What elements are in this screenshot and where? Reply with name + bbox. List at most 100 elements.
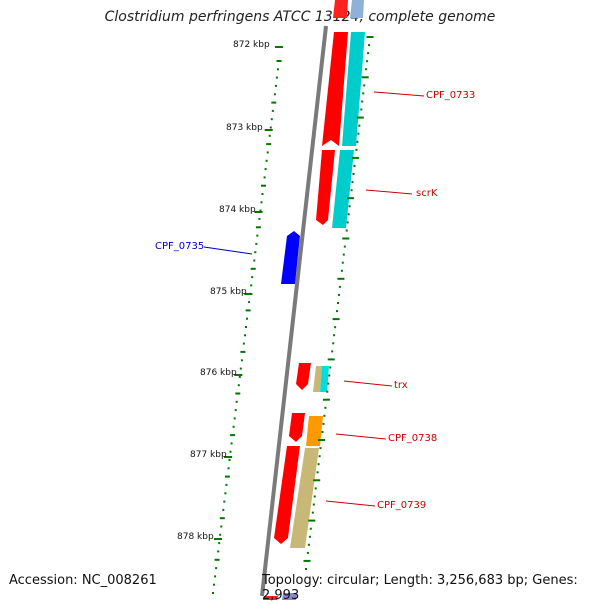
gc-skew-dot	[273, 93, 276, 96]
gc-skew-dot	[217, 550, 220, 553]
cds-feature-bottom-2	[282, 593, 297, 600]
gc-skew-dot	[314, 487, 317, 490]
gene-label-scrk[interactable]: scrK	[416, 188, 438, 199]
cog-cpf-0733	[342, 32, 365, 146]
gc-skew-dot	[362, 92, 365, 95]
gc-skew-dot	[308, 535, 311, 538]
cds-cpf-0739	[274, 446, 300, 544]
gc-skew-dot	[324, 406, 327, 409]
gc-skew-dot	[352, 173, 355, 175]
cds-cpf-0738	[289, 413, 305, 442]
gc-skew-dot	[322, 422, 325, 425]
gc-skew-dot	[238, 375, 241, 378]
gc-skew-dot	[312, 503, 315, 506]
cds-feature-bottom-1	[263, 596, 278, 600]
gc-skew-dot	[240, 359, 243, 362]
gc-skew-dot	[239, 367, 242, 370]
gc-skew-dot	[230, 434, 236, 437]
gc-skew-dot	[352, 156, 359, 159]
gc-skew-dot	[305, 568, 307, 570]
gc-skew-dot	[318, 455, 321, 458]
gene-label-cpf-0738[interactable]: CPF_0738	[388, 433, 438, 444]
gc-skew-dot	[274, 84, 277, 87]
gc-skew-dot	[222, 508, 225, 511]
gc-skew-dot	[215, 567, 218, 570]
gc-skew-dot	[345, 229, 348, 232]
gc-skew-dot	[228, 459, 231, 461]
accession-text: Accession: NC_008261	[9, 573, 157, 588]
kbp-label-873: 873 kbp	[226, 123, 263, 133]
gc-skew-dot	[220, 525, 223, 528]
gc-skew-dot	[350, 189, 353, 192]
gc-skew-dot	[245, 326, 247, 328]
gc-skew-dot	[223, 500, 226, 503]
gc-skew-dot	[266, 151, 269, 154]
kbp-label-878: 878 kbp	[177, 532, 214, 542]
leader-trx	[343, 380, 393, 387]
kbp-tick	[214, 538, 222, 540]
gc-skew-dot	[308, 519, 316, 522]
gc-skew-dot	[318, 439, 325, 441]
gc-skew-dot	[309, 527, 312, 530]
gc-skew-dot	[368, 44, 370, 47]
gc-skew-dot	[213, 583, 215, 586]
gc-skew-dot	[363, 84, 366, 87]
gc-skew-dot	[268, 134, 271, 137]
gc-skew-dot	[361, 76, 369, 79]
gene-label-trx[interactable]: trx	[394, 380, 408, 391]
cog-trx-1	[313, 366, 322, 392]
gc-skew-dot	[259, 209, 262, 212]
gc-skew-dot	[251, 276, 254, 279]
gc-skew-dot	[214, 575, 217, 578]
gc-skew-dot	[265, 159, 268, 162]
gc-skew-dot	[227, 467, 230, 470]
gc-skew-dot	[342, 253, 345, 256]
gc-skew-dot	[307, 543, 310, 546]
gc-skew-dot	[253, 259, 256, 262]
gc-skew-dot	[232, 425, 235, 428]
gene-label-cpf-0739[interactable]: CPF_0739	[377, 500, 427, 511]
gc-skew-dot	[234, 409, 237, 412]
gene-label-cpf-0733[interactable]: CPF_0733	[426, 90, 476, 101]
gc-skew-dot	[327, 382, 330, 385]
kbp-tick	[234, 374, 243, 376]
gc-skew-dot	[336, 310, 338, 313]
gc-skew-dot	[356, 116, 364, 119]
gc-skew-dot	[224, 475, 230, 478]
gc-skew-dot	[254, 251, 257, 254]
leader-cpf-0738	[335, 433, 387, 440]
gc-skew-dot	[266, 143, 272, 146]
cog-scrk	[332, 150, 354, 228]
gc-skew-dot	[355, 148, 358, 151]
kbp-tick	[224, 456, 233, 458]
gc-skew-dot	[316, 471, 319, 474]
gc-skew-dot	[306, 551, 309, 554]
gc-skew-dot	[303, 559, 311, 562]
gc-skew-dot	[358, 124, 361, 127]
kbp-tick	[244, 293, 253, 295]
gc-skew-dot	[237, 384, 240, 387]
gc-skew-dot	[360, 108, 363, 111]
gc-skew-dot	[356, 140, 359, 143]
gc-skew-dot	[338, 285, 341, 288]
gc-skew-dot	[343, 245, 346, 248]
gc-skew-dot	[331, 350, 334, 353]
gc-skew-dot	[319, 447, 322, 450]
gc-skew-dot	[353, 165, 356, 167]
cds-cpf-0735	[281, 231, 300, 284]
gc-skew-dot	[269, 126, 272, 129]
gc-skew-dot	[313, 495, 316, 498]
gene-label-cpf-0735[interactable]: CPF_0735	[155, 241, 205, 252]
kbp-label-876: 876 kbp	[200, 368, 237, 378]
gc-skew-dot	[248, 301, 251, 304]
gc-skew-dot	[351, 181, 354, 184]
gc-skew-dot	[321, 431, 324, 433]
kbp-label-875: 875 kbp	[210, 287, 247, 297]
gc-skew-track	[212, 36, 374, 594]
gc-skew-dot	[224, 492, 227, 495]
gc-skew-dot	[337, 302, 339, 304]
gc-skew-dot	[367, 52, 370, 55]
gc-skew-dot	[347, 197, 355, 200]
gc-skew-dot	[261, 193, 264, 195]
